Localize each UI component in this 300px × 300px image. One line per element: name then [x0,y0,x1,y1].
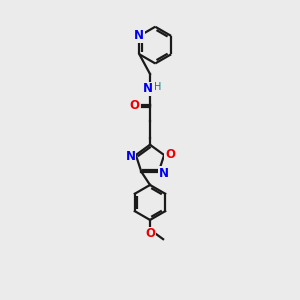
Text: N: N [134,29,144,42]
Text: O: O [129,99,139,112]
Text: O: O [145,227,155,240]
Text: H: H [154,82,161,92]
Text: O: O [165,148,175,160]
Text: N: N [159,167,169,179]
Text: N: N [126,150,136,163]
Text: N: N [143,82,153,95]
